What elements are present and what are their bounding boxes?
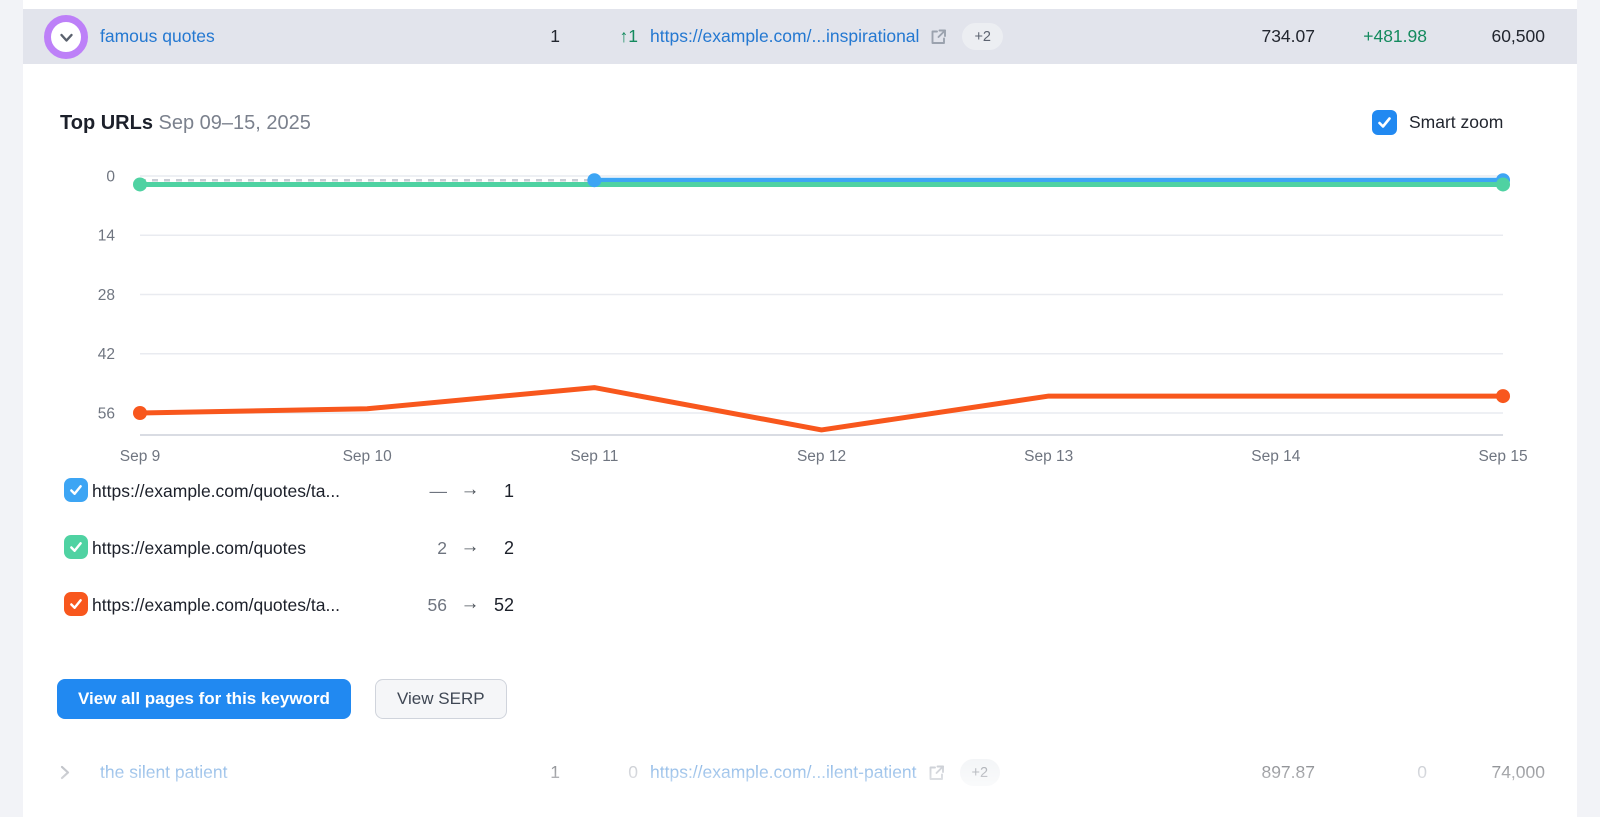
traffic-change-value: +481.98	[1363, 26, 1427, 46]
ranking-url-link[interactable]: https://example.com/...inspirational	[650, 26, 920, 46]
svg-text:14: 14	[98, 228, 116, 245]
position-change: 0	[628, 762, 638, 782]
svg-text:Sep 12: Sep 12	[797, 448, 846, 465]
keyword-row-famous-quotes: famous quotes 1 ↑1 https://example.com/.…	[23, 9, 1577, 64]
legend-from-value: 56	[427, 594, 447, 615]
search-volume-value: 74,000	[1491, 762, 1545, 782]
chart-date-range: Sep 09–15, 2025	[158, 112, 311, 134]
position-value: 1	[550, 26, 560, 46]
chart-title-text: Top URLs	[60, 112, 153, 134]
legend-row-url-1: https://example.com/quotes/ta... — → 1	[23, 476, 923, 506]
svg-text:Sep 15: Sep 15	[1478, 448, 1527, 465]
more-urls-badge[interactable]: +2	[962, 23, 1003, 50]
view-serp-button[interactable]: View SERP	[375, 679, 507, 719]
svg-text:Sep 13: Sep 13	[1024, 448, 1073, 465]
traffic-change-value: 0	[1417, 762, 1427, 782]
svg-text:Sep 11: Sep 11	[570, 448, 618, 465]
chart-title: Top URLs Sep 09–15, 2025	[60, 112, 311, 135]
view-all-pages-button[interactable]: View all pages for this keyword	[57, 679, 351, 719]
ranking-url-link[interactable]: https://example.com/...ilent-patient	[650, 762, 917, 782]
legend-row-url-2: https://example.com/quotes 2 → 2	[23, 533, 923, 563]
legend-row-url-3: https://example.com/quotes/ta... 56 → 52	[23, 590, 923, 620]
keyword-row-the-silent-patient: the silent patient 1 0 https://example.c…	[23, 745, 1577, 800]
svg-text:56: 56	[98, 405, 115, 422]
external-link-icon[interactable]	[926, 763, 946, 783]
traffic-value: 897.87	[1261, 762, 1315, 782]
keyword-link[interactable]: famous quotes	[100, 26, 215, 46]
chevron-down-icon[interactable]	[58, 29, 75, 46]
legend-checkbox-orange[interactable]	[64, 592, 88, 616]
svg-text:Sep 9: Sep 9	[120, 448, 161, 465]
svg-text:42: 42	[98, 346, 115, 363]
position-change: ↑1	[619, 26, 638, 46]
smart-zoom-control: Smart zoom	[1372, 110, 1503, 135]
svg-text:Sep 10: Sep 10	[343, 448, 393, 465]
svg-text:0: 0	[106, 169, 115, 186]
legend-url: https://example.com/quotes/ta...	[92, 480, 341, 501]
external-link-icon[interactable]	[928, 27, 948, 47]
more-urls-badge[interactable]: +2	[959, 759, 1001, 786]
legend-url: https://example.com/quotes	[92, 537, 306, 558]
position-value: 1	[550, 762, 560, 782]
keyword-link[interactable]: the silent patient	[100, 762, 228, 782]
svg-text:28: 28	[98, 287, 115, 304]
top-urls-position-chart: 0 14 28 42 56 Sep 9 Sep 10 Sep 11 Sep 12 Sep 13 Se…	[98, 169, 1528, 466]
arrow-right-icon: →	[460, 593, 480, 614]
traffic-value: 734.07	[1261, 26, 1315, 46]
click-highlight-ring	[44, 15, 88, 59]
chevron-right-icon[interactable]	[56, 745, 73, 800]
smart-zoom-checkbox[interactable]	[1372, 110, 1397, 135]
smart-zoom-label: Smart zoom	[1409, 112, 1504, 132]
legend-from-value: 2	[437, 537, 447, 558]
legend-to-value: 52	[493, 594, 514, 615]
legend-to-value: 1	[503, 480, 514, 501]
arrow-right-icon: →	[460, 536, 480, 557]
legend-checkbox-green[interactable]	[64, 535, 88, 559]
legend-checkbox-blue[interactable]	[64, 478, 88, 502]
legend-url: https://example.com/quotes/ta...	[92, 594, 341, 615]
search-volume-value: 60,500	[1491, 26, 1545, 46]
legend-from-value: —	[429, 480, 448, 501]
svg-text:Sep 14: Sep 14	[1251, 448, 1301, 465]
arrow-right-icon: →	[460, 479, 480, 500]
legend-to-value: 2	[503, 537, 514, 558]
